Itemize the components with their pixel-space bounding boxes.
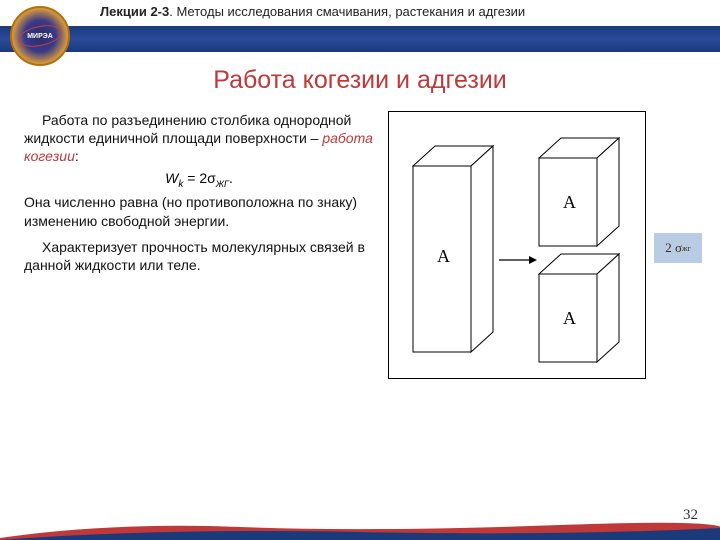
page-number: 32 — [683, 507, 698, 524]
header: Лекции 2-3. Методы исследования смачиван… — [0, 0, 720, 22]
header-bold: Лекции 2-3 — [100, 4, 169, 19]
blue-decorative-bar — [0, 26, 720, 52]
formula-dot: . — [229, 170, 233, 186]
sigma-badge: 2 σжг — [654, 233, 702, 263]
p1-part-a: Работа по разъединению столбика однородн… — [24, 112, 351, 146]
bottom-decorative-stripes — [0, 518, 720, 540]
box-bottom-right: A — [539, 254, 619, 362]
header-text: Лекции 2-3. Методы исследования смачиван… — [100, 4, 525, 19]
arrow-icon — [499, 256, 537, 264]
box-tall: A — [413, 146, 493, 352]
diagram-frame: A A A — [388, 111, 646, 379]
paragraph-3: Характеризует прочность молекулярных свя… — [24, 238, 374, 274]
box-bottom-right-label: A — [563, 308, 576, 328]
sigma-text: 2 σ — [665, 240, 682, 256]
formula-sub: ЖГ — [216, 178, 229, 188]
formula-eq: = 2σ — [183, 170, 215, 186]
content-row: Работа по разъединению столбика однородн… — [0, 111, 720, 379]
paragraph-2: Она численно равна (но противоположна по… — [24, 193, 374, 229]
page-title: Работа когезии и адгезии — [0, 66, 720, 95]
sigma-sub: жг — [682, 244, 691, 253]
diagram-column: A A A — [388, 111, 706, 379]
header-rest: . Методы исследования смачивания, растек… — [169, 4, 525, 19]
box-tall-label: A — [437, 246, 450, 266]
p1-part-c: : — [75, 148, 79, 164]
box-top-right: A — [539, 138, 619, 246]
formula-W: W — [165, 170, 178, 186]
box-top-right-label: A — [563, 192, 576, 212]
formula: Wk = 2σЖГ. — [24, 170, 374, 190]
logo-text: МИРЭА — [27, 33, 53, 40]
paragraph-1: Работа по разъединению столбика однородн… — [24, 111, 374, 166]
text-column: Работа по разъединению столбика однородн… — [24, 111, 374, 379]
university-logo: МИРЭА — [10, 6, 70, 66]
cohesion-diagram: A A A — [389, 112, 647, 380]
